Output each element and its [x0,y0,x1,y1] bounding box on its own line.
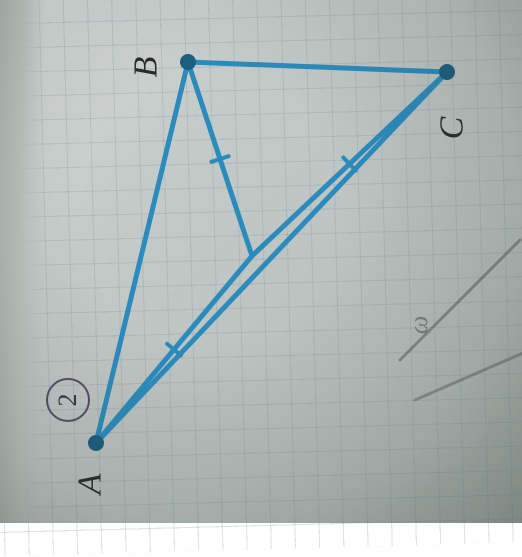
triangle-edges [96,62,447,443]
geometry-svg [0,0,522,523]
problem-number: 2 [53,394,83,407]
problem-number-circle: 2 [46,378,90,422]
vertex-label-b: B [127,57,165,78]
vertex-label-c: C [433,117,471,140]
vertex-label-a: A [71,474,109,495]
pencil-scribble: ω [404,316,434,334]
